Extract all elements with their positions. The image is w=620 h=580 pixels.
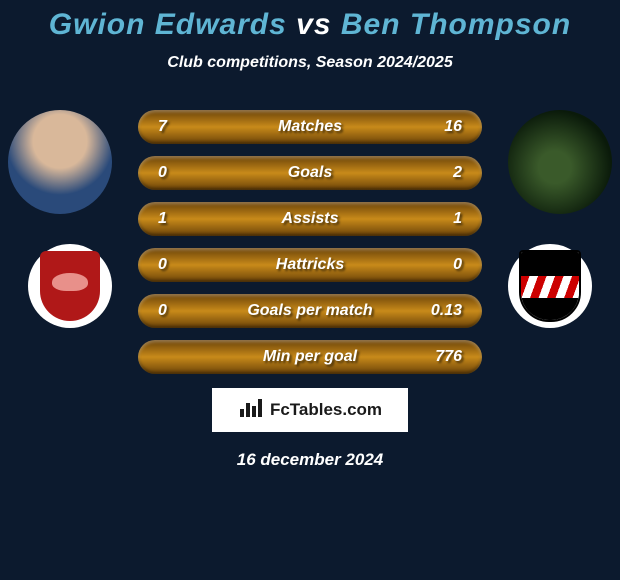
- content-area: 7 Matches 16 0 Goals 2 1 Assists 1 0 Hat…: [0, 110, 620, 470]
- stat-row-gpm: 0 Goals per match 0.13: [138, 294, 482, 328]
- stat-left-value: 0: [158, 256, 196, 274]
- stat-right-value: 0: [424, 256, 462, 274]
- stat-right-value: 16: [424, 118, 462, 136]
- player2-avatar: [508, 110, 612, 214]
- player1-avatar: [8, 110, 112, 214]
- stats-list: 7 Matches 16 0 Goals 2 1 Assists 1 0 Hat…: [138, 110, 482, 374]
- player2-name: Ben Thompson: [341, 8, 571, 41]
- stat-label: Matches: [278, 118, 342, 136]
- stat-row-hattricks: 0 Hattricks 0: [138, 248, 482, 282]
- stat-label: Goals per match: [247, 302, 372, 320]
- subtitle: Club competitions, Season 2024/2025: [0, 54, 620, 72]
- brand-text: FcTables.com: [270, 400, 382, 420]
- stat-right-value: 2: [424, 164, 462, 182]
- stat-row-matches: 7 Matches 16: [138, 110, 482, 144]
- stat-left-value: 0: [158, 164, 196, 182]
- stat-label: Min per goal: [263, 348, 357, 366]
- vs-separator: vs: [296, 8, 331, 41]
- footer-date: 16 december 2024: [10, 450, 610, 470]
- stat-row-goals: 0 Goals 2: [138, 156, 482, 190]
- brand-badge: FcTables.com: [212, 388, 408, 432]
- stat-right-value: 0.13: [424, 302, 462, 320]
- stat-row-mpg: Min per goal 776: [138, 340, 482, 374]
- stat-label: Hattricks: [276, 256, 344, 274]
- stat-left-value: 1: [158, 210, 196, 228]
- morecambe-shield-icon: [40, 251, 100, 321]
- player2-club-badge: [508, 244, 592, 328]
- player1-name: Gwion Edwards: [49, 8, 287, 41]
- comparison-title: Gwion Edwards vs Ben Thompson: [0, 0, 620, 42]
- stat-label: Assists: [282, 210, 339, 228]
- bromley-shield-icon: [519, 250, 581, 322]
- stat-left-value: 0: [158, 302, 196, 320]
- stat-right-value: 1: [424, 210, 462, 228]
- player1-club-badge: [28, 244, 112, 328]
- chart-icon: [238, 397, 264, 423]
- stat-right-value: 776: [424, 348, 462, 366]
- stat-left-value: 7: [158, 118, 196, 136]
- stat-label: Goals: [288, 164, 332, 182]
- stat-row-assists: 1 Assists 1: [138, 202, 482, 236]
